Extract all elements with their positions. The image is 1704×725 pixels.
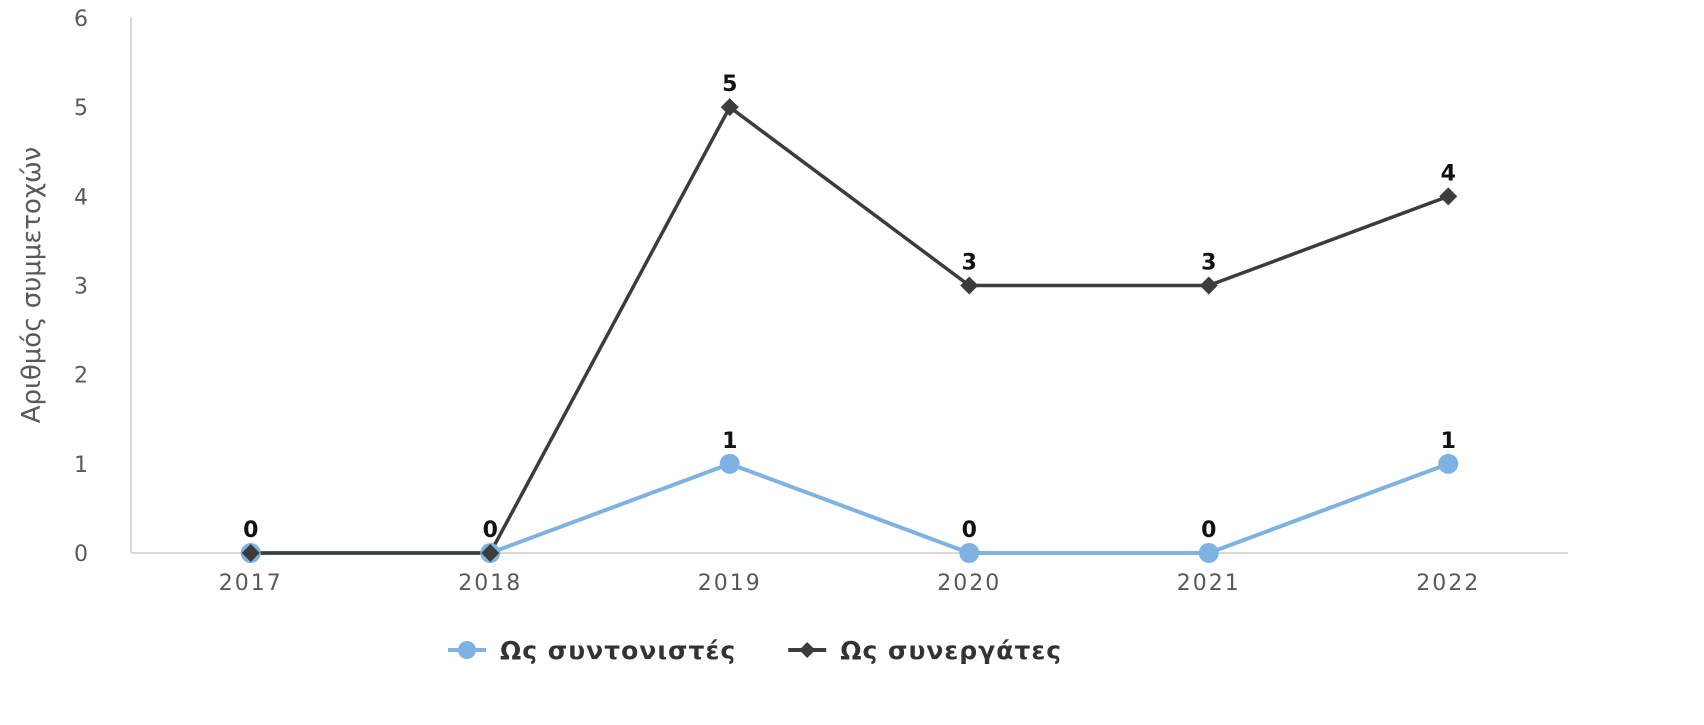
x-tick-label: 2020 [937, 571, 1001, 596]
data-point-marker [959, 543, 980, 563]
x-tick-label: 2019 [698, 571, 762, 596]
legend-label: Ως συντονιστές [500, 636, 736, 665]
data-label: 0 [243, 518, 258, 543]
data-point-marker [1199, 276, 1218, 295]
x-tick-label: 2022 [1416, 571, 1480, 596]
data-point-marker [1198, 543, 1219, 563]
y-tick-label: 3 [74, 275, 90, 300]
legend: Ως συντονιστές Ως συνεργάτες [448, 636, 1062, 665]
data-point-marker [719, 453, 740, 474]
y-tick-label: 1 [74, 453, 90, 478]
data-point-marker [720, 98, 739, 117]
legend-label: Ως συνεργάτες [840, 636, 1062, 665]
data-point-marker [1438, 453, 1459, 474]
series-line [250, 461, 1449, 555]
x-tick-label: 2017 [219, 571, 283, 596]
data-label: 5 [722, 72, 737, 97]
data-label: 4 [1441, 161, 1456, 186]
data-point-marker [1439, 187, 1458, 206]
x-axis-ticks: 2017 2018 2019 2020 2021 2022 [219, 571, 1480, 596]
y-axis-label: Αριθμός συμμετοχών [17, 147, 47, 424]
legend-marker [799, 642, 816, 658]
data-label: 0 [1201, 518, 1216, 543]
data-point-marker [241, 544, 260, 562]
x-tick-label: 2018 [458, 571, 522, 596]
data-label: 1 [1441, 429, 1456, 454]
data-label: 0 [483, 518, 498, 543]
y-tick-label: 5 [74, 96, 90, 121]
series-layer [240, 98, 1459, 563]
legend-marker [458, 641, 476, 659]
data-label: 1 [722, 429, 737, 454]
data-label: 3 [962, 251, 977, 276]
data-point-marker [481, 544, 500, 562]
data-point-marker [960, 276, 979, 295]
y-tick-label: 4 [74, 185, 90, 210]
series-line [250, 105, 1449, 555]
data-labels: 0 0 1 0 0 1 5 3 3 4 [243, 72, 1456, 543]
data-label: 0 [962, 518, 977, 543]
y-tick-label: 6 [74, 7, 90, 32]
y-tick-label: 0 [74, 542, 90, 567]
y-tick-label: 2 [74, 364, 90, 389]
data-label: 3 [1201, 251, 1216, 276]
y-axis-ticks: 0 1 2 3 4 5 6 [74, 7, 90, 567]
x-tick-label: 2021 [1177, 571, 1241, 596]
